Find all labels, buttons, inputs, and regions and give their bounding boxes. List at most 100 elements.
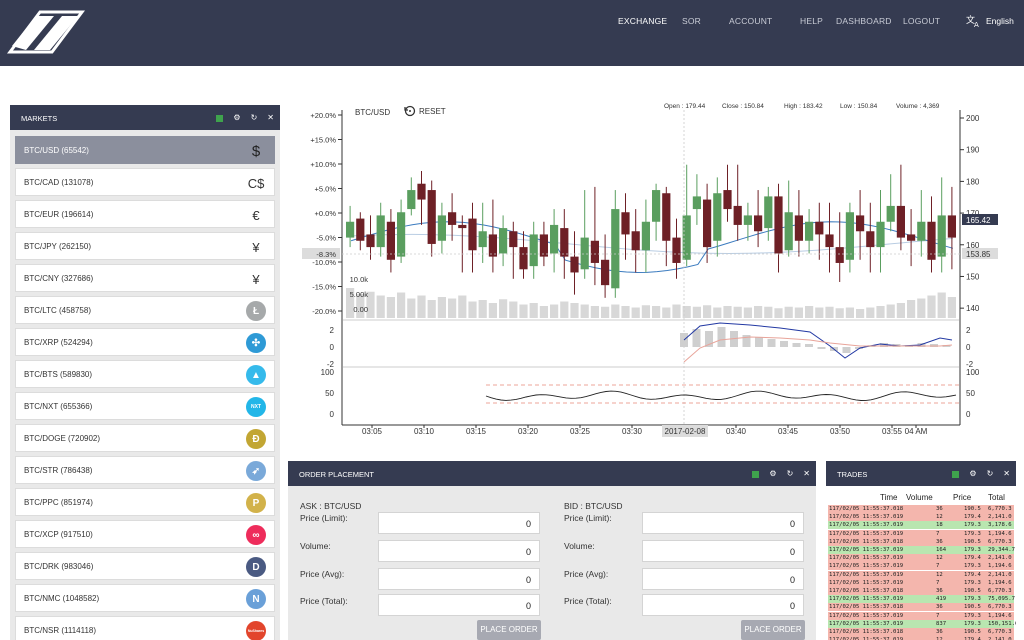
candle-body xyxy=(631,231,640,251)
trade-time: 117/02/05 11:55:37.019 xyxy=(829,579,904,586)
market-item[interactable]: BTC/DRK (983046) D xyxy=(15,552,275,580)
nav-account[interactable]: ACCOUNT xyxy=(729,16,773,26)
reset-button[interactable]: RESET xyxy=(404,105,446,117)
volume-bar xyxy=(896,303,905,318)
market-item[interactable]: BTC/CAD (131078) C$ xyxy=(15,168,275,196)
nav-exchange[interactable]: EXCHANGE xyxy=(618,16,668,26)
candle-body xyxy=(417,183,426,200)
refresh-icon[interactable]: ↻ xyxy=(250,113,258,122)
ask-volume-label: Volume: xyxy=(300,541,331,551)
volume-tick-label: 5.00k xyxy=(350,290,369,299)
refresh-icon[interactable]: ↻ xyxy=(786,469,794,478)
nav-logout[interactable]: LOGOUT xyxy=(903,16,941,26)
x-tick-label: 03:10 xyxy=(414,427,435,436)
nav-sor[interactable]: SOR xyxy=(682,16,702,26)
close-icon[interactable]: ✕ xyxy=(1003,469,1010,478)
bid-place-order-button[interactable]: PLACE ORDER xyxy=(741,620,805,640)
market-item[interactable]: BTC/NXT (655366) NXT xyxy=(15,392,275,420)
trade-volume: 7 xyxy=(936,612,940,619)
candle-body xyxy=(866,231,875,248)
candle-body xyxy=(550,224,559,254)
refresh-icon[interactable]: ↻ xyxy=(986,469,994,478)
candle-body xyxy=(917,221,926,241)
trade-total: 29,344.7 xyxy=(988,547,1015,553)
market-item[interactable]: BTC/LTC (458758) Ł xyxy=(15,296,275,324)
language-selector[interactable]: 文 A English xyxy=(966,14,1014,28)
trade-total: 2,141.0 xyxy=(988,555,1012,562)
bid-volume-input[interactable]: 0 xyxy=(642,540,804,562)
market-label: BTC/CNY (327686) xyxy=(24,273,94,283)
settings-gear-icon[interactable]: ⚙ xyxy=(233,113,241,122)
trade-price: 190.5 xyxy=(964,629,981,635)
bid-price-avg-input[interactable]: 0 xyxy=(642,568,804,590)
volume-bar xyxy=(488,303,497,318)
x-tick-label: 03:25 xyxy=(570,427,591,436)
ask-price-limit-input[interactable]: 0 xyxy=(378,512,540,534)
close-icon[interactable]: ✕ xyxy=(803,469,810,478)
market-item[interactable]: BTC/BTS (589830) ▲ xyxy=(15,360,275,388)
trade-time: 117/02/05 11:55:37.019 xyxy=(829,563,904,570)
trade-row: 117/02/05 11:55:37.019 12 179.4 2,141.0 xyxy=(828,570,1014,579)
ask-price-total-input[interactable]: 0 xyxy=(378,594,540,616)
bid-price-limit-input[interactable]: 0 xyxy=(642,512,804,534)
peercoin-icon: P xyxy=(246,493,266,513)
left-tick-label: -10.0% xyxy=(312,258,336,267)
volume-bar xyxy=(805,306,814,318)
volume-bar xyxy=(560,301,569,318)
trade-total: 6,770.3 xyxy=(988,538,1012,545)
trade-price: 190.5 xyxy=(964,588,981,594)
ask-volume-input[interactable]: 0 xyxy=(378,540,540,562)
x-tick-label: 03:30 xyxy=(622,427,643,436)
trade-total: 1,194.6 xyxy=(988,563,1012,570)
settings-gear-icon[interactable]: ⚙ xyxy=(769,469,777,478)
market-item[interactable]: BTC/CNY (327686) ¥ xyxy=(15,264,275,292)
market-item[interactable]: BTC/XCP (917510) ∞ xyxy=(15,520,275,548)
macd-right-tick: 0 xyxy=(966,343,971,352)
volume-bar xyxy=(886,304,895,318)
settings-gear-icon[interactable]: ⚙ xyxy=(969,469,977,478)
trade-price: 179.3 xyxy=(964,522,981,529)
bid-price-total-input[interactable]: 0 xyxy=(642,594,804,616)
candle-body xyxy=(713,193,722,241)
macd-left-tick: -2 xyxy=(327,360,335,369)
market-item[interactable]: BTC/NMC (1048582) N xyxy=(15,584,275,612)
coin-symbol: ▲ xyxy=(246,365,266,385)
market-item[interactable]: BTC/DOGE (720902) Ð xyxy=(15,424,275,452)
market-item[interactable]: BTC/JPY (262150) ¥ xyxy=(15,232,275,260)
volume-bar xyxy=(713,307,722,318)
trade-time: 117/02/05 11:55:37.019 xyxy=(829,555,904,562)
volume-bar xyxy=(743,307,752,318)
macd-histogram-bar xyxy=(705,331,713,347)
price-chart[interactable]: BTC/USD RESET Open : 179.44 Close : 150.… xyxy=(300,100,1000,440)
trade-total: 75,095.7 xyxy=(988,596,1015,603)
volume-bar xyxy=(570,303,579,318)
ask-place-order-button[interactable]: PLACE ORDER xyxy=(477,620,541,640)
candle-body xyxy=(397,212,406,257)
ask-price-avg-input[interactable]: 0 xyxy=(378,568,540,590)
markets-header: MARKETS ⚙ ↻ ✕ xyxy=(10,105,280,131)
stoch-right-tick: 0 xyxy=(966,410,971,419)
left-tick-label: +5.0% xyxy=(315,185,337,194)
trade-total: 2,141.0 xyxy=(988,514,1012,521)
nav-dashboard[interactable]: DASHBOARD xyxy=(836,16,892,26)
trade-time: 117/02/05 11:55:37.018 xyxy=(829,538,904,545)
market-item[interactable]: BTC/EUR (196614) € xyxy=(15,200,275,228)
market-item[interactable]: BTC/USD (65542) $ xyxy=(15,136,275,164)
trade-time: 117/02/05 11:55:37.019 xyxy=(829,620,904,627)
trade-volume: 419 xyxy=(936,596,947,603)
market-item[interactable]: BTC/PPC (851974) P xyxy=(15,488,275,516)
market-item[interactable]: BTC/STR (786438) ➶ xyxy=(15,456,275,484)
trade-time: 117/02/05 11:55:37.019 xyxy=(829,612,904,619)
ohlc-high: High : 183.42 xyxy=(784,103,823,110)
nav-help[interactable]: HELP xyxy=(800,16,824,26)
x-tick-label: 03:15 xyxy=(466,427,487,436)
market-item[interactable]: BTC/XRP (524294) ✣ xyxy=(15,328,275,356)
volume-bar xyxy=(427,300,436,318)
market-item[interactable]: BTC/NSR (1114118) NuShares xyxy=(15,616,275,640)
trade-volume: 837 xyxy=(936,620,947,627)
app-logo[interactable] xyxy=(6,6,86,58)
close-icon[interactable]: ✕ xyxy=(267,113,274,122)
volume-bar xyxy=(550,304,559,318)
candle-body xyxy=(427,190,436,244)
trade-row: 117/02/05 11:55:37.019 7 179.3 1,194.6 xyxy=(828,578,1014,587)
